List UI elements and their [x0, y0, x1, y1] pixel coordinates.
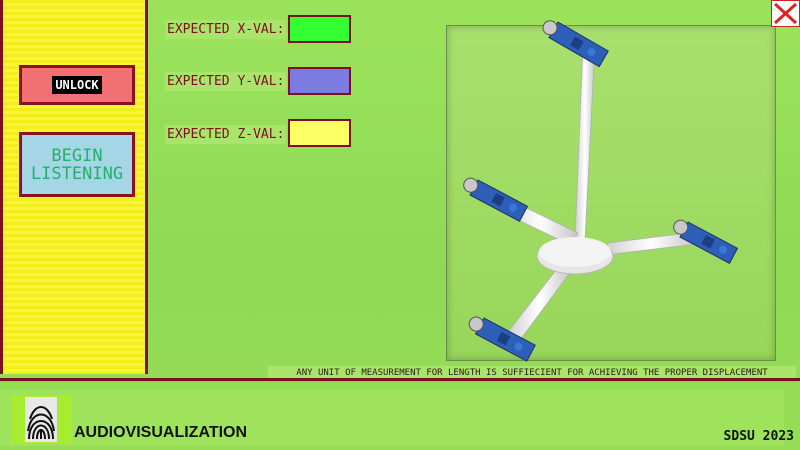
footer-year: SDSU 2023 [723, 429, 794, 444]
measurement-note: ANY UNIT OF MEASUREMENT FOR LENGTH IS SU… [268, 366, 796, 380]
expected-z-value-box[interactable] [288, 119, 351, 147]
footer-bar [0, 390, 784, 446]
unlock-button-label: UNLOCK [52, 76, 102, 94]
unlock-button[interactable]: UNLOCK [19, 65, 135, 105]
footer-divider [0, 378, 800, 381]
expected-x-label: EXPECTED X-VAL: [165, 20, 287, 39]
mic-module-left [463, 177, 529, 222]
expected-y-value-box[interactable] [288, 67, 351, 95]
brand-title: AUDIOVISUALIZATION [74, 424, 248, 441]
begin-listening-button[interactable]: BEGIN LISTENING [19, 132, 135, 197]
close-icon [773, 2, 798, 25]
fingerprint-logo-icon [25, 397, 57, 442]
expected-y-label: EXPECTED Y-VAL: [165, 72, 287, 91]
expected-x-value-box[interactable] [288, 15, 351, 43]
mic-module-right [673, 219, 739, 264]
mic-module-top [542, 20, 609, 68]
footer-divider-highlight [0, 381, 800, 382]
mic-module-bottom [468, 316, 536, 362]
fingerprint-logo [11, 395, 71, 444]
close-button[interactable] [771, 0, 800, 27]
expected-z-label: EXPECTED Z-VAL: [165, 125, 287, 144]
microphone-rig-illustration [463, 20, 739, 362]
